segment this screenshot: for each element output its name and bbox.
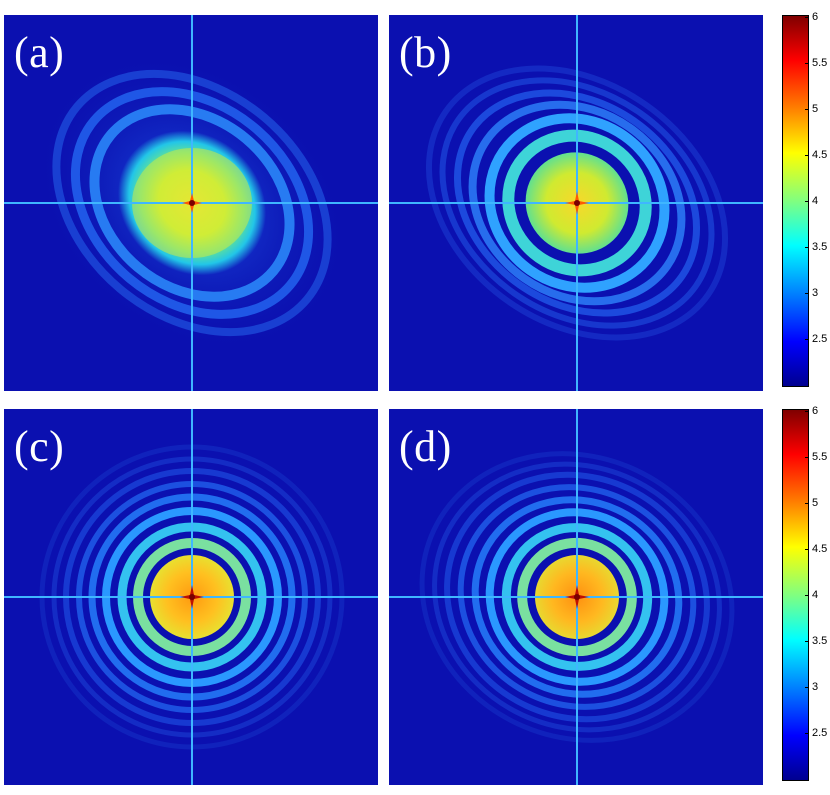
- colorbar-tick-label: 3: [812, 287, 819, 299]
- colorbar-tick-mark: [805, 503, 809, 504]
- panel-b-label: (b): [399, 28, 452, 77]
- colorbar-tick-mark: [805, 109, 809, 110]
- colorbar-tick-label: 5: [812, 497, 819, 509]
- colorbar-tick-label: 3: [812, 681, 819, 693]
- colorbar-tick-label: 3.5: [812, 241, 828, 253]
- panel-c: (c): [4, 409, 378, 785]
- colorbar-tick-label: 5: [812, 103, 819, 115]
- colorbar-tick-mark: [805, 155, 809, 156]
- colorbar-tick-label: 2.5: [812, 333, 828, 345]
- panel-a-image: [4, 15, 378, 391]
- panel-d-label: (d): [399, 422, 452, 471]
- colorbar-tick-mark: [805, 293, 809, 294]
- colorbar-tick-mark: [805, 63, 809, 64]
- colorbar-tick-mark: [805, 339, 809, 340]
- colorbar-tick-mark: [805, 549, 809, 550]
- colorbar-tick-mark: [805, 641, 809, 642]
- panel-d: (d): [389, 409, 763, 785]
- panel-a: (a): [4, 15, 378, 391]
- colorbar-tick-label: 2.5: [812, 727, 828, 739]
- panel-c-label: (c): [14, 422, 65, 471]
- colorbar-tick-mark: [805, 201, 809, 202]
- colorbar-tick-mark: [805, 687, 809, 688]
- panel-b: (b): [389, 15, 763, 391]
- colorbar-tick-label: 4: [812, 195, 819, 207]
- colorbar-tick-mark: [805, 411, 809, 412]
- colorbar-tick-mark: [805, 247, 809, 248]
- colorbar-tick-label: 5.5: [812, 451, 828, 463]
- colorbar-tick-mark: [805, 457, 809, 458]
- panel-a-label: (a): [14, 28, 65, 77]
- colorbar-tick-label: 3.5: [812, 635, 828, 647]
- colorbar-tick-label: 4.5: [812, 543, 828, 555]
- colorbar-tick-label: 6: [812, 11, 819, 23]
- panel-c-image: [4, 409, 378, 785]
- colorbar-tick-label: 4.5: [812, 149, 828, 161]
- colorbar-tick-mark: [805, 17, 809, 18]
- panel-b-image: [389, 15, 763, 391]
- colorbar-tick-mark: [805, 595, 809, 596]
- colorbar-tick-label: 4: [812, 589, 819, 601]
- colorbar-top: [782, 15, 809, 387]
- colorbar-tick-label: 5.5: [812, 57, 828, 69]
- colorbar-tick-label: 6: [812, 405, 819, 417]
- panel-d-image: [389, 409, 763, 785]
- colorbar-tick-mark: [805, 733, 809, 734]
